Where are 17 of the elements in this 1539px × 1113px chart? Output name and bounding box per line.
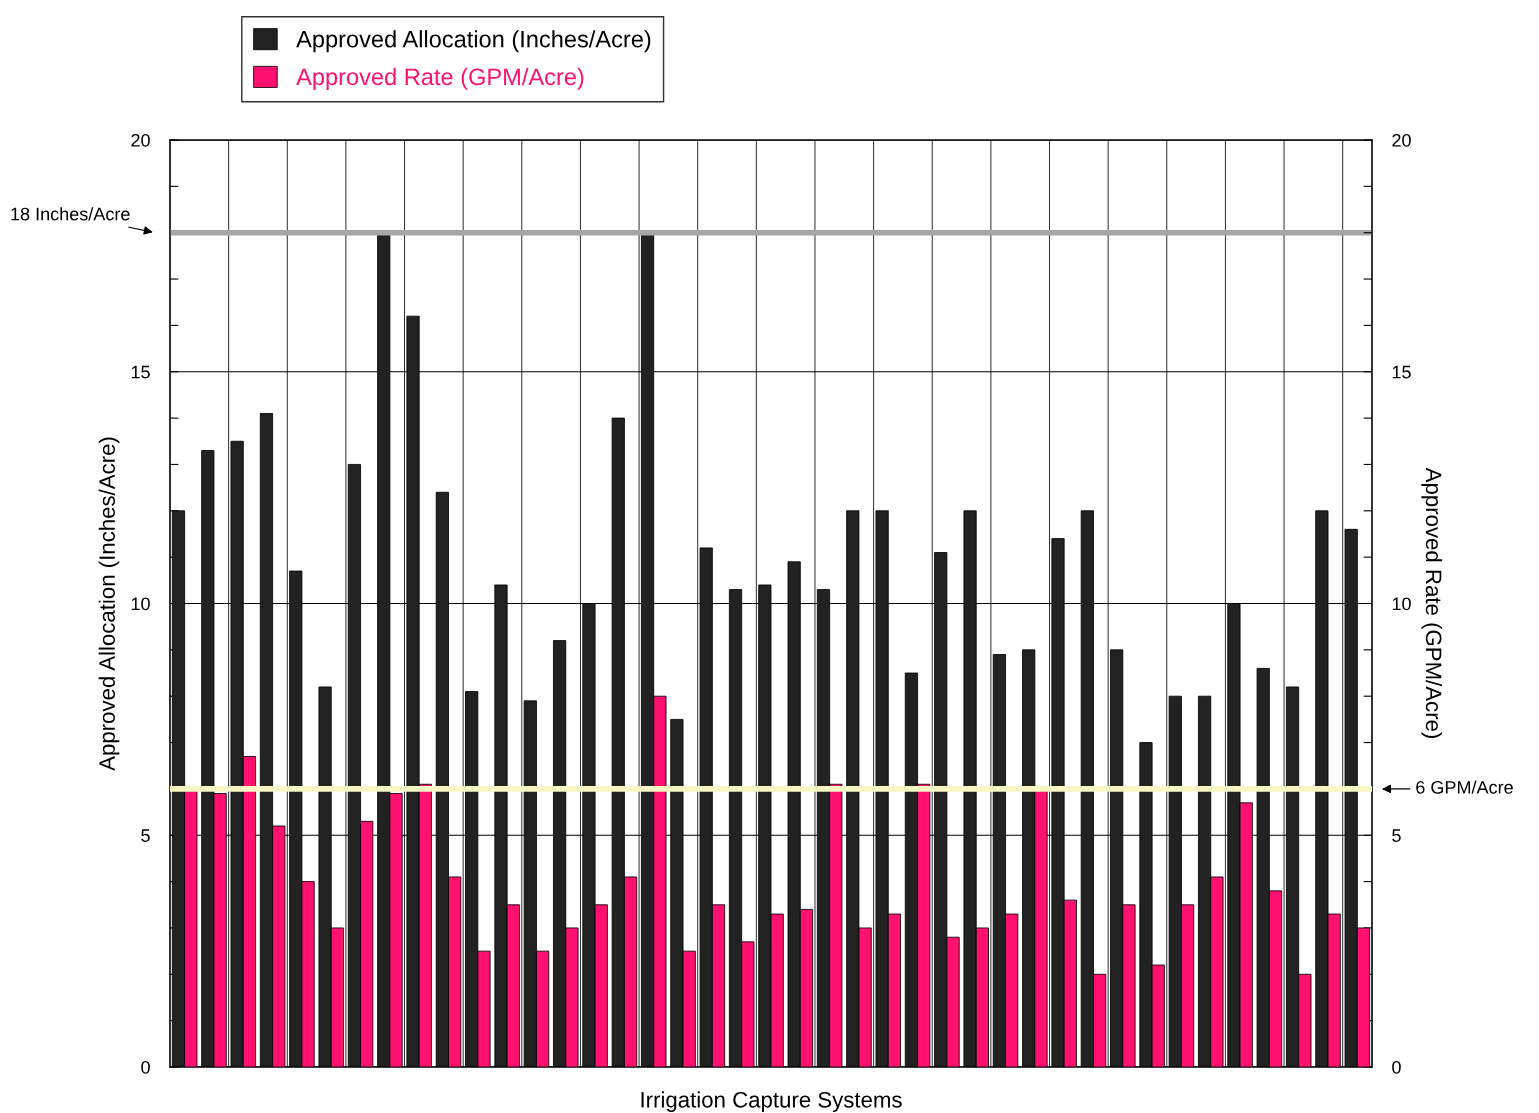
y2-tick-label: 15 bbox=[1392, 365, 1411, 379]
y-tick-label: 10 bbox=[131, 597, 150, 611]
y-tick-label: 0 bbox=[141, 1060, 150, 1074]
y2-axis-title: Approved Rate (GPM/Acre) bbox=[1421, 467, 1443, 738]
legend-label: Approved Rate (GPM/Acre) bbox=[296, 67, 584, 90]
y-tick-label: 15 bbox=[131, 365, 150, 379]
ref-line-label: 18 Inches/Acre bbox=[11, 207, 130, 221]
y-axis-title: Approved Allocation (Inches/Acre) bbox=[98, 437, 120, 771]
y2-tick-label: 10 bbox=[1392, 597, 1411, 611]
y-tick-label: 5 bbox=[141, 829, 150, 842]
x-axis-title: Irrigation Capture Systems bbox=[641, 1091, 902, 1113]
y2-tick-label: 20 bbox=[1392, 133, 1411, 147]
ref-line-label: 6 GPM/Acre bbox=[1416, 780, 1513, 794]
y2-tick-label: 5 bbox=[1392, 829, 1401, 842]
y2-tick-label: 0 bbox=[1392, 1060, 1401, 1074]
y-tick-label: 20 bbox=[131, 133, 150, 147]
legend-label: Approved Allocation (Inches/Acre) bbox=[296, 30, 651, 53]
